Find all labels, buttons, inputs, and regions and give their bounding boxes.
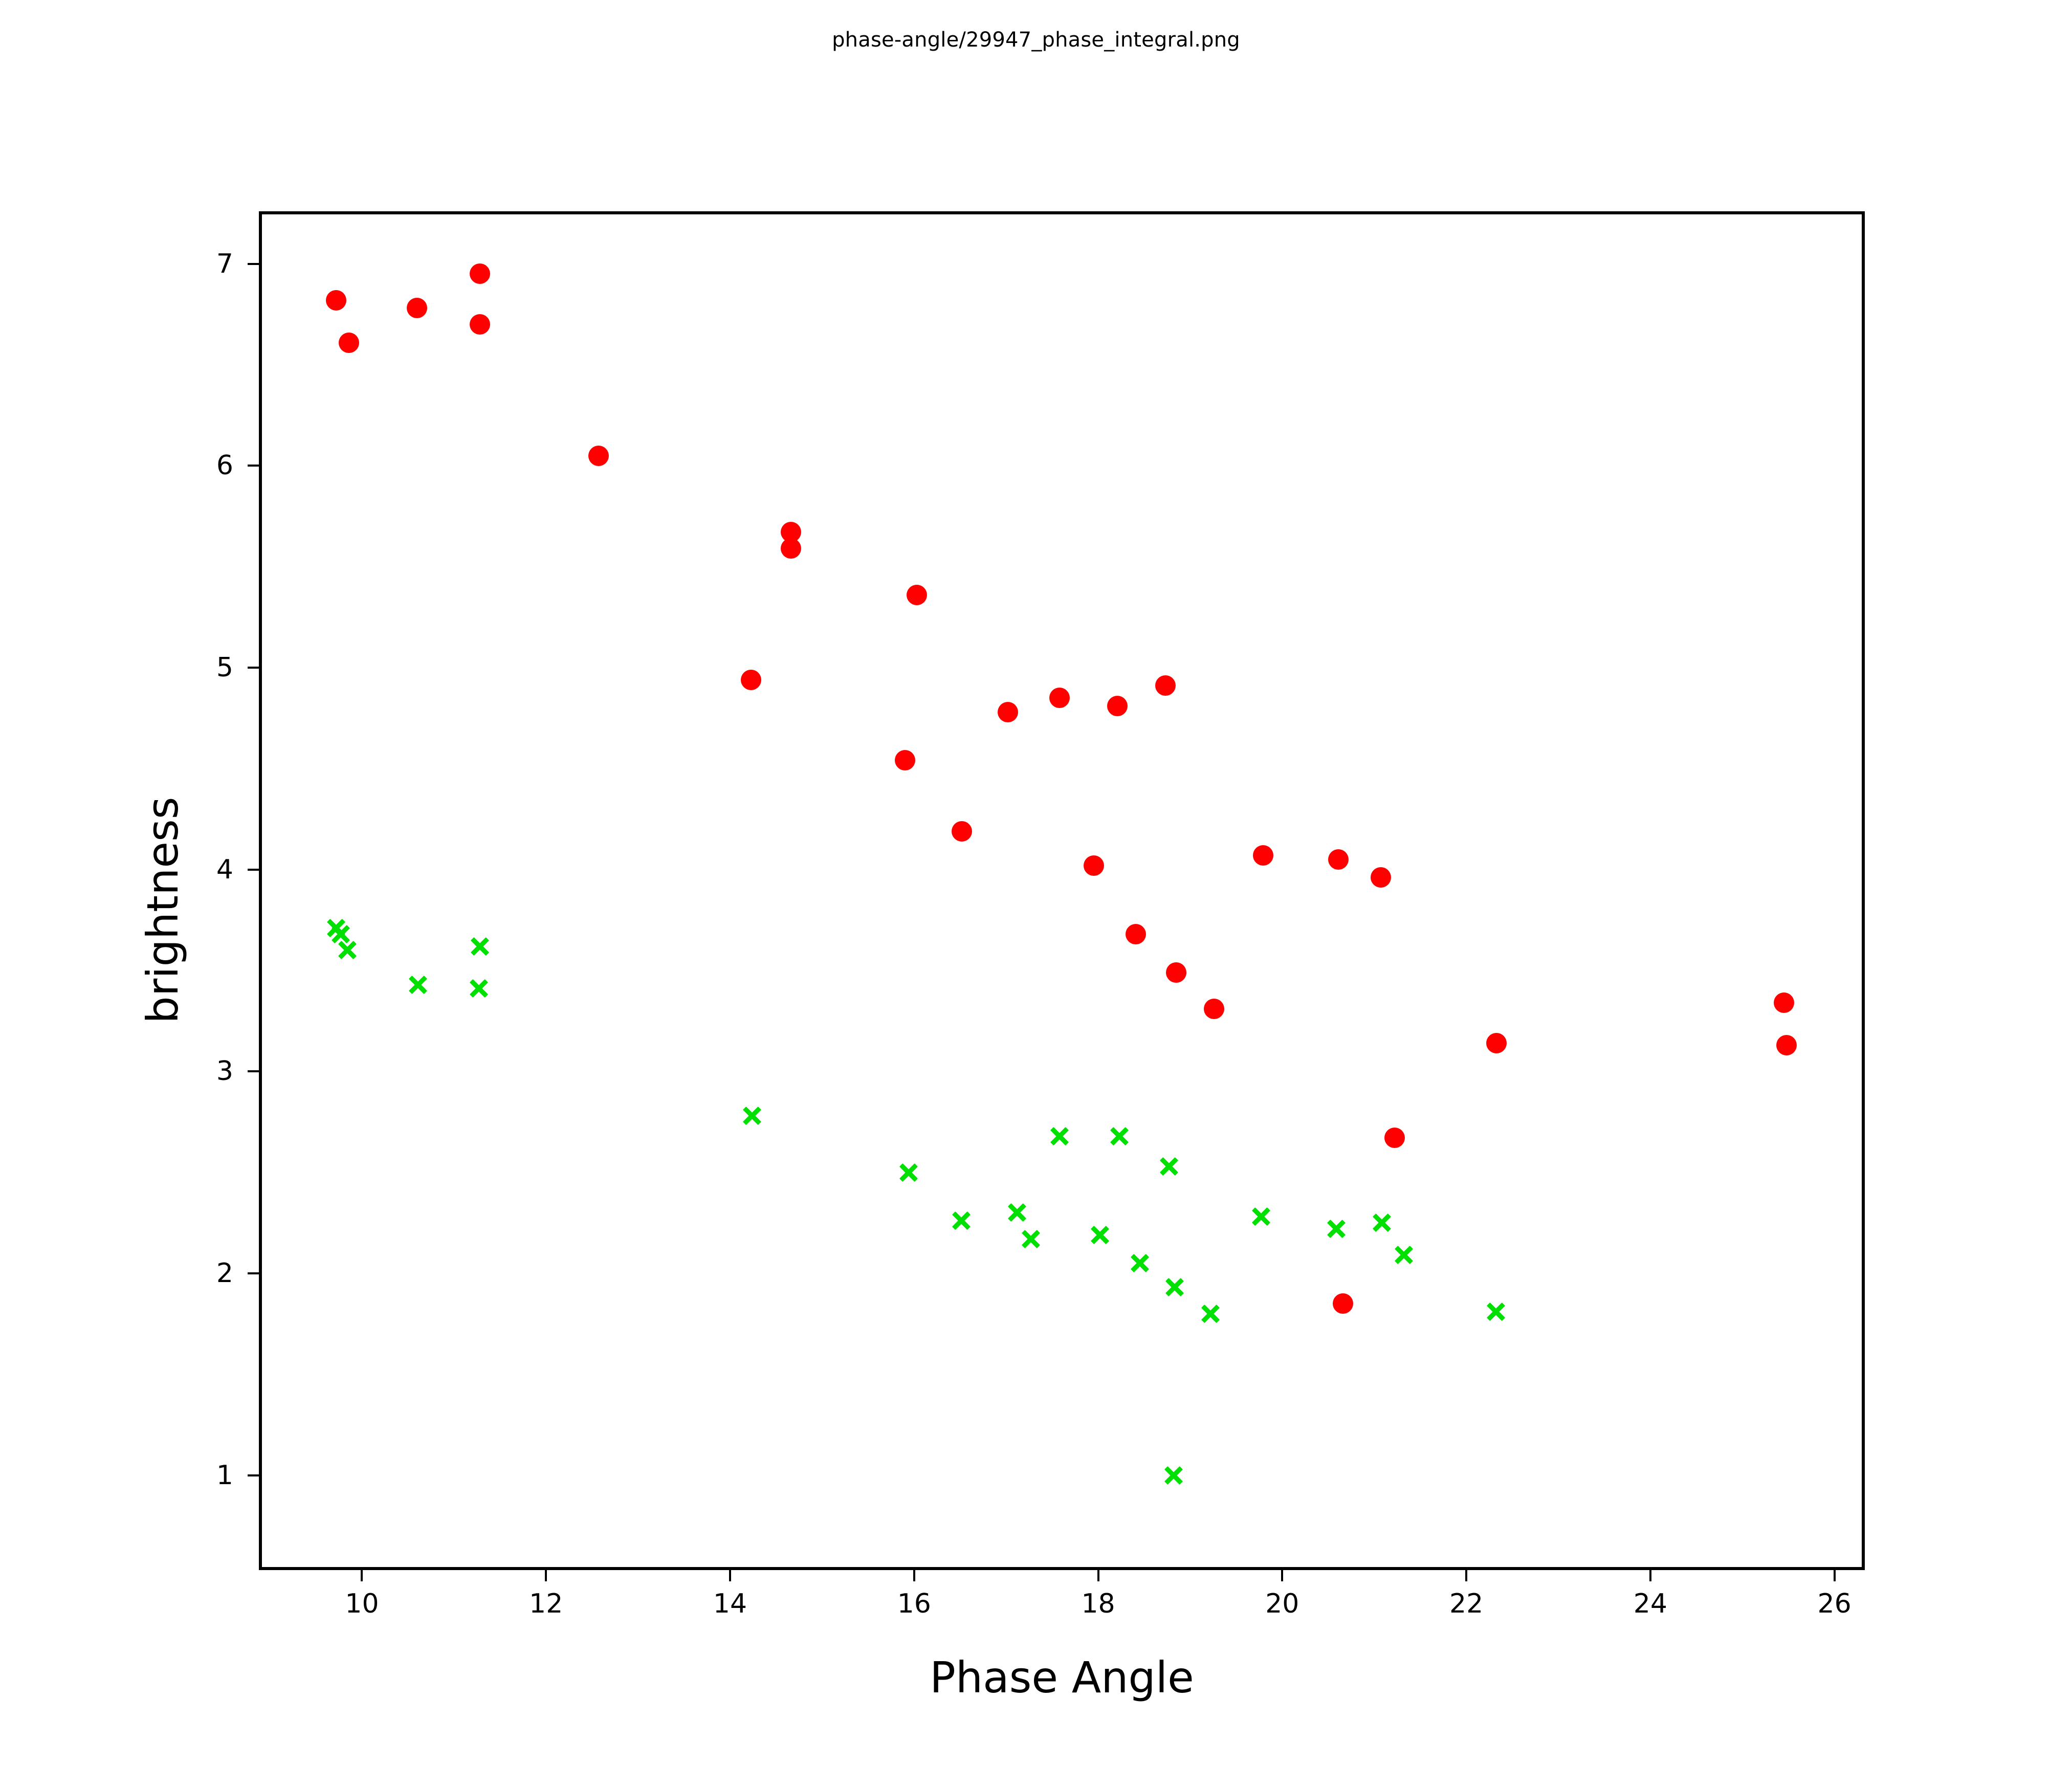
plot-frame [259, 211, 1865, 1570]
data-point-circle [1776, 1034, 1797, 1055]
x-tick-mark [1833, 1570, 1836, 1581]
data-point-circle [780, 538, 801, 559]
data-point-circle [1384, 1128, 1405, 1149]
data-point-circle [1486, 1032, 1507, 1053]
y-tick-label: 4 [216, 854, 233, 885]
data-point-circle [1370, 867, 1391, 888]
data-point-circle [907, 584, 928, 605]
x-tick-label: 14 [713, 1588, 747, 1619]
y-tick-label: 7 [216, 248, 233, 279]
x-tick-mark [1281, 1570, 1284, 1581]
data-point-circle [326, 290, 347, 311]
data-point-cross [1090, 1225, 1110, 1245]
x-tick-label: 18 [1081, 1588, 1115, 1619]
y-tick-mark [248, 465, 259, 467]
data-point-circle [1204, 998, 1225, 1019]
data-point-circle [588, 445, 609, 466]
data-point-circle [1166, 962, 1187, 983]
data-point-cross [1164, 1277, 1185, 1297]
data-point-circle [469, 314, 490, 335]
data-point-circle [1155, 675, 1176, 696]
y-axis-label: brightness [138, 797, 188, 1024]
x-tick-mark [729, 1570, 731, 1581]
y-tick-mark [248, 1070, 259, 1073]
y-tick-mark [248, 868, 259, 871]
data-point-cross [1130, 1253, 1150, 1273]
data-point-cross [1159, 1156, 1179, 1177]
y-tick-label: 3 [216, 1056, 233, 1087]
data-point-cross [1007, 1202, 1027, 1223]
data-point-cross [951, 1210, 972, 1231]
y-tick-label: 1 [216, 1460, 233, 1491]
data-point-cross [1372, 1212, 1392, 1233]
data-point-cross [408, 975, 428, 995]
data-point-cross [1326, 1219, 1347, 1239]
x-tick-label: 10 [345, 1588, 379, 1619]
plot-area [259, 211, 1865, 1570]
data-point-cross [1109, 1126, 1130, 1146]
data-point-circle [1328, 849, 1349, 870]
data-point-cross [337, 940, 358, 960]
x-tick-mark [1097, 1570, 1099, 1581]
data-point-cross [1049, 1126, 1070, 1146]
data-point-circle [339, 332, 360, 353]
x-tick-label: 26 [1817, 1588, 1851, 1619]
data-point-cross [1251, 1206, 1271, 1227]
x-tick-mark [545, 1570, 547, 1581]
x-tick-label: 22 [1449, 1588, 1484, 1619]
x-tick-mark [913, 1570, 915, 1581]
x-tick-mark [361, 1570, 363, 1581]
data-point-circle [1252, 845, 1273, 866]
data-point-cross [1200, 1304, 1221, 1324]
data-point-circle [1049, 688, 1070, 709]
data-point-cross [1163, 1465, 1184, 1486]
data-point-cross [1021, 1229, 1041, 1249]
x-tick-label: 12 [529, 1588, 563, 1619]
y-tick-mark [248, 666, 259, 669]
data-point-circle [469, 263, 490, 284]
data-point-circle [1126, 923, 1147, 944]
data-point-cross [898, 1162, 919, 1183]
data-point-circle [1083, 855, 1104, 876]
data-point-cross [470, 936, 490, 957]
x-tick-label: 16 [897, 1588, 931, 1619]
data-point-circle [1773, 992, 1794, 1013]
data-point-circle [952, 821, 973, 842]
figure-title: phase-angle/29947_phase_integral.png [832, 28, 1240, 52]
x-tick-label: 24 [1633, 1588, 1667, 1619]
y-tick-mark [248, 1272, 259, 1274]
data-point-circle [741, 669, 762, 690]
y-tick-mark [248, 262, 259, 265]
data-point-circle [407, 298, 428, 319]
y-tick-mark [248, 1474, 259, 1476]
data-point-cross [1486, 1301, 1506, 1322]
data-point-cross [469, 978, 489, 999]
x-tick-mark [1465, 1570, 1468, 1581]
y-tick-label: 6 [216, 450, 233, 481]
data-point-cross [742, 1106, 762, 1126]
data-point-circle [998, 701, 1019, 722]
x-tick-mark [1649, 1570, 1651, 1581]
y-tick-label: 2 [216, 1257, 233, 1289]
data-point-cross [1394, 1245, 1414, 1265]
y-tick-label: 5 [216, 652, 233, 683]
data-point-circle [1333, 1293, 1354, 1314]
data-point-circle [1107, 695, 1128, 716]
x-tick-label: 20 [1265, 1588, 1299, 1619]
x-axis-label: Phase Angle [930, 1652, 1194, 1703]
data-point-circle [894, 750, 915, 771]
